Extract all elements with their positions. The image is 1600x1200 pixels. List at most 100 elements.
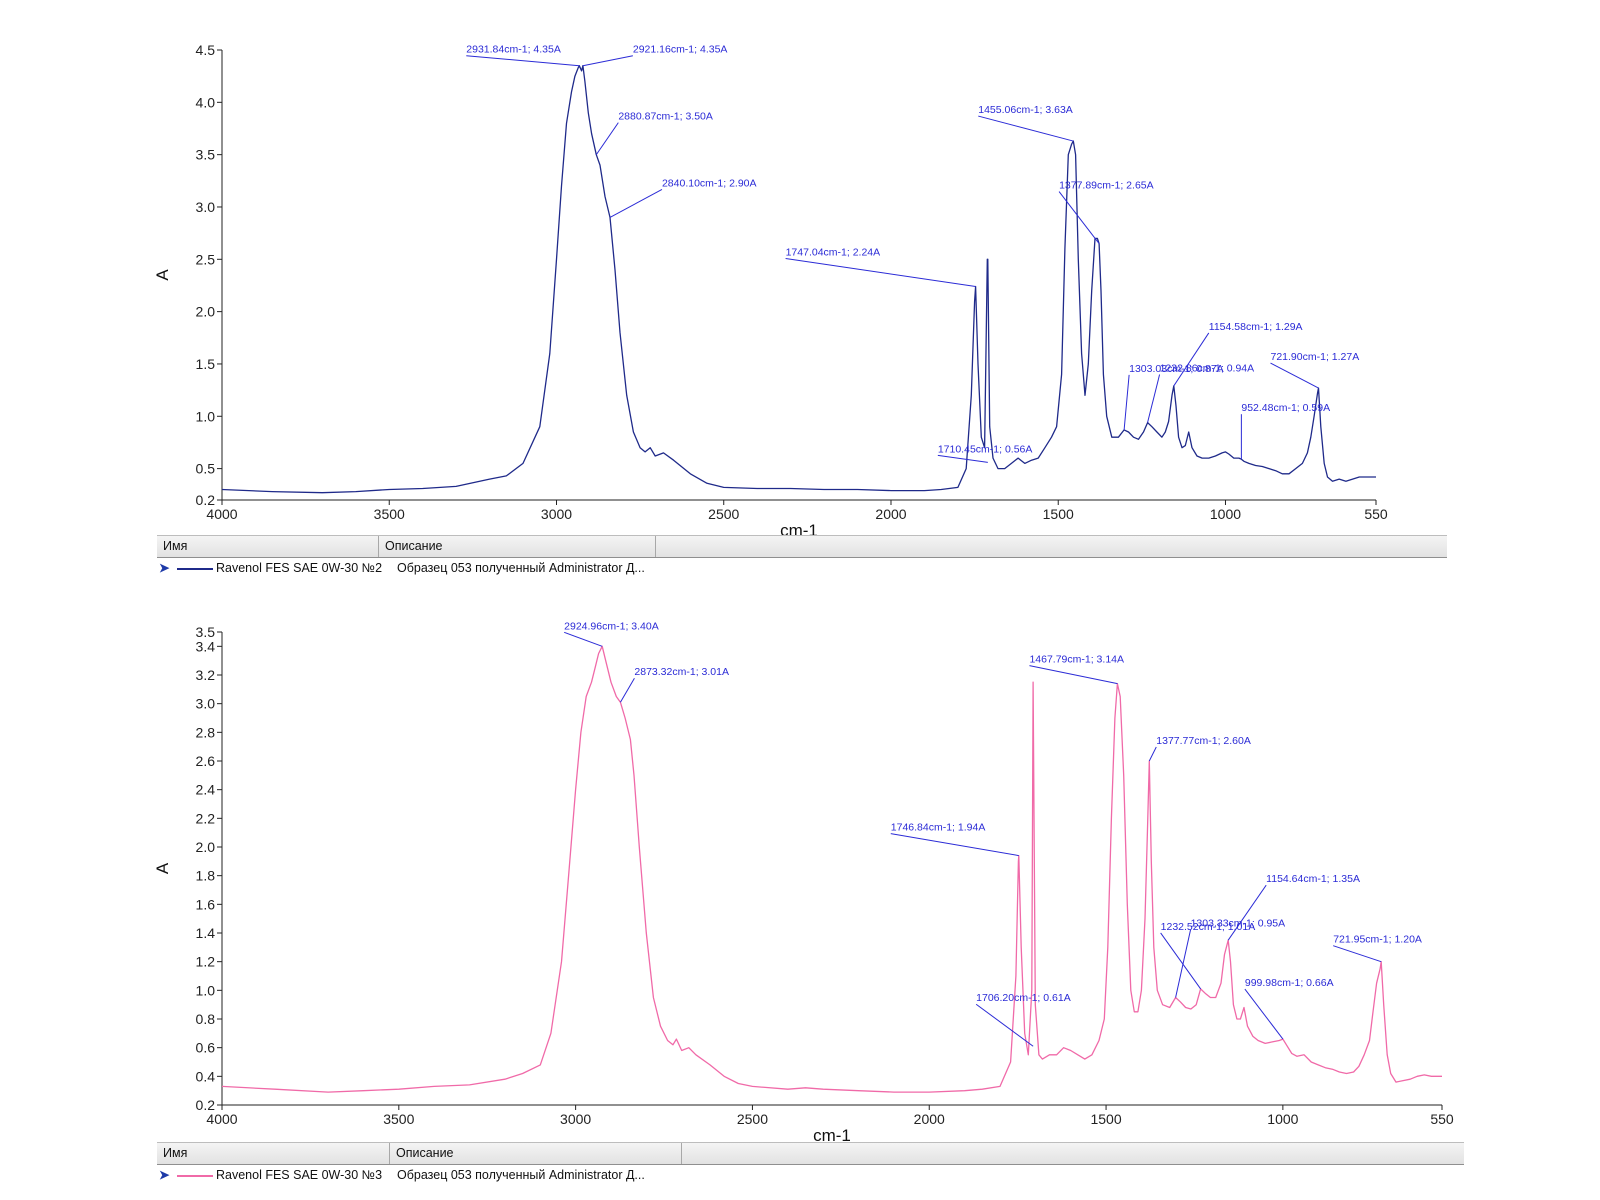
y-tick-label: 0.2 — [196, 1097, 216, 1113]
y-tick-label: 2.4 — [196, 782, 216, 798]
y-tick-label: 3.0 — [196, 199, 216, 215]
y-tick-label: 2.8 — [196, 724, 216, 740]
peak-annotation: 721.90cm-1; 1.27A — [1271, 351, 1360, 363]
peak-annotation: 1377.77cm-1; 2.60A — [1156, 735, 1251, 747]
x-tick-label: 4000 — [206, 1111, 237, 1127]
peak-annotation: 1154.58cm-1; 1.29A — [1209, 321, 1303, 333]
peak-annotation: 1747.04cm-1; 2.24A — [786, 247, 881, 259]
selected-arrow-icon: ➤ — [159, 1168, 170, 1182]
peak-leader-line — [890, 833, 1019, 857]
spectrum-chart-bottom: 0.2 0.4 0.6 0.8 1.0 1.2 1.4 1.6 1.8 2.0 2.2 2.4 2.6 2… — [153, 620, 1454, 1145]
peak-annotation: 1303.33cm-1; 0.95A — [1191, 918, 1286, 930]
peak-annotation: 2880.87cm-1; 3.50A — [618, 111, 713, 123]
peak-leader-line — [1227, 884, 1267, 941]
x-tick-label: 2500 — [708, 506, 739, 522]
y-tick-label: 0.2 — [196, 492, 216, 508]
y-tick-label: 0.4 — [196, 1068, 216, 1084]
series-swatch — [177, 567, 213, 570]
peak-annotation: 1154.64cm-1; 1.35A — [1266, 873, 1360, 885]
y-tick-label: 0.6 — [196, 1040, 216, 1056]
y-tick-label: 3.0 — [196, 696, 216, 712]
peak-leader-line — [466, 55, 580, 67]
peak-leader-line — [1270, 362, 1319, 389]
y-tick-label: 0.5 — [196, 461, 216, 477]
peak-annotation: 1455.06cm-1; 3.63A — [978, 104, 1073, 116]
x-tick-label: 550 — [1430, 1111, 1454, 1127]
legend-col-description[interactable]: Описание — [379, 536, 656, 557]
peak-annotation: 1467.79cm-1; 3.14A — [1029, 654, 1124, 666]
legend-row[interactable]: ➤ Ravenol FES SAE 0W-30 №2 Образец 053 по… — [159, 558, 645, 578]
peak-leader-line — [937, 454, 988, 463]
legend-row[interactable]: ➤ Ravenol FES SAE 0W-30 №3 Образец 053 по… — [159, 1165, 645, 1185]
y-tick-label: 3.4 — [196, 638, 216, 654]
legend-series-name: Ravenol FES SAE 0W-30 №2 — [216, 561, 383, 575]
y-axis-label: A — [153, 862, 172, 874]
peak-leader-line — [619, 677, 635, 703]
peak-leader-line — [609, 189, 663, 218]
spectrum-line — [221, 645, 1442, 1093]
peak-leader-line — [1173, 332, 1210, 387]
legend-header: Имя Описание — [157, 535, 1447, 558]
y-tick-label: 1.0 — [196, 408, 216, 424]
peak-leader-line — [582, 55, 633, 67]
y-tick-label: 2.0 — [196, 304, 216, 320]
x-tick-label: 4000 — [206, 506, 237, 522]
spectrum-chart-top: 0.2 0.5 1.0 1.5 2.0 2.5 3.0 3.5 4.0 4.5 4000 3500 30… — [153, 42, 1388, 540]
peak-leader-line — [595, 122, 619, 155]
y-tick-label: 3.5 — [196, 624, 216, 640]
peak-annotation: 2921.16cm-1; 4.35A — [633, 44, 728, 56]
peak-annotation: 2873.32cm-1; 3.01A — [634, 666, 729, 678]
legend-col-name[interactable]: Имя — [157, 536, 379, 557]
peak-annotation: 721.95cm-1; 1.20A — [1333, 934, 1422, 946]
y-tick-label: 3.5 — [196, 147, 216, 163]
peak-annotation: 2924.96cm-1; 3.40A — [564, 620, 659, 632]
selected-arrow-icon: ➤ — [159, 561, 170, 575]
x-tick-label: 3000 — [560, 1111, 591, 1127]
legend-series-name: Ravenol FES SAE 0W-30 №3 — [216, 1168, 383, 1182]
legend-header: Имя Описание — [157, 1142, 1464, 1165]
peak-leader-line — [785, 258, 976, 288]
y-tick-label: 1.0 — [196, 982, 216, 998]
x-tick-label: 1000 — [1210, 506, 1241, 522]
x-tick-label: 1000 — [1267, 1111, 1298, 1127]
x-tick-label: 2000 — [914, 1111, 945, 1127]
x-axis-label: cm-1 — [813, 1126, 851, 1145]
peak-leader-line — [1160, 932, 1202, 990]
series-swatch — [177, 1174, 213, 1177]
peak-annotation: 2931.84cm-1; 4.35A — [466, 44, 561, 56]
y-tick-label: 1.5 — [196, 356, 216, 372]
x-tick-label: 2500 — [737, 1111, 768, 1127]
peak-leader-line — [1148, 746, 1157, 762]
legend-col-name[interactable]: Имя — [157, 1143, 390, 1164]
x-tick-label: 2000 — [875, 506, 906, 522]
x-tick-label: 3000 — [541, 506, 572, 522]
y-tick-label: 1.8 — [196, 868, 216, 884]
peak-leader-line — [1147, 374, 1161, 423]
x-tick-label: 1500 — [1043, 506, 1074, 522]
peak-leader-line — [1123, 374, 1130, 430]
y-axis-label: A — [153, 269, 172, 281]
y-tick-label: 1.2 — [196, 954, 216, 970]
x-tick-label: 550 — [1364, 506, 1388, 522]
peak-annotation: 1746.84cm-1; 1.94A — [891, 822, 986, 834]
x-tick-label: 1500 — [1090, 1111, 1121, 1127]
y-tick-label: 3.2 — [196, 667, 216, 683]
peak-leader-line — [1244, 988, 1284, 1040]
x-tick-label: 3500 — [383, 1111, 414, 1127]
peak-leader-line — [563, 631, 603, 647]
peak-leader-line — [1029, 665, 1118, 685]
peak-annotation: 1710.45cm-1; 0.56A — [938, 443, 1033, 455]
y-tick-label: 2.5 — [196, 251, 216, 267]
peak-annotation: 952.48cm-1; 0.59A — [1241, 402, 1330, 414]
peak-leader-line — [1333, 945, 1382, 963]
y-tick-label: 2.6 — [196, 753, 216, 769]
y-tick-label: 2.2 — [196, 810, 216, 826]
y-tick-label: 4.0 — [196, 94, 216, 110]
y-tick-label: 2.0 — [196, 839, 216, 855]
peak-annotation: 1232.86cm-1; 0.94A — [1160, 363, 1255, 375]
legend-col-description[interactable]: Описание — [390, 1143, 682, 1164]
peak-annotation: 1377.89cm-1; 2.65A — [1059, 180, 1154, 192]
y-tick-label: 1.4 — [196, 925, 216, 941]
y-tick-label: 1.6 — [196, 896, 216, 912]
peak-annotation: 1706.20cm-1; 0.61A — [976, 992, 1071, 1004]
